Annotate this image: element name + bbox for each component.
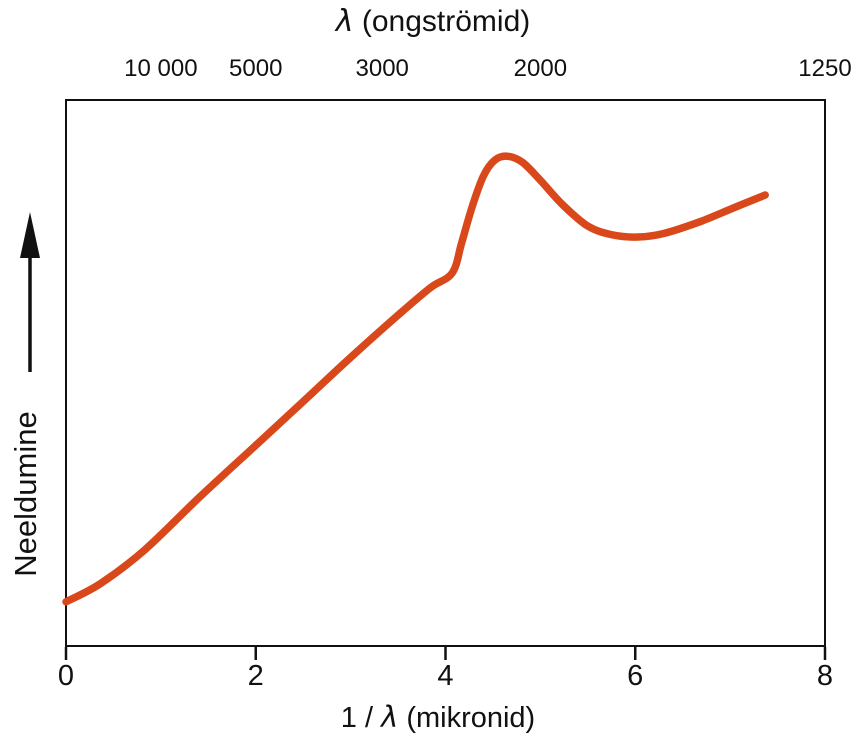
x-axis-tick-label: 2 xyxy=(247,660,264,692)
top-axis-title: λ (ongströmid) xyxy=(336,4,530,40)
x-axis-tick-marks xyxy=(64,647,827,660)
y-axis-arrow-icon xyxy=(20,212,40,372)
top-axis-tick-label: 5000 xyxy=(229,55,283,82)
x-axis-title-text: (mikronid) xyxy=(398,702,536,734)
top-axis-tick-label: 3000 xyxy=(355,55,409,82)
absorption-curve-line xyxy=(62,152,769,606)
x-axis-tick-label: 6 xyxy=(627,660,644,692)
top-axis-title-text: (ongströmid) xyxy=(353,5,531,38)
lambda-symbol: λ xyxy=(335,4,354,39)
lambda-symbol: λ xyxy=(381,700,399,734)
x-axis-tick-label: 0 xyxy=(57,660,75,692)
x-axis-title: 1 / λ (mikronid) xyxy=(341,699,535,736)
top-axis-tick-label: 1250 xyxy=(798,55,852,82)
top-axis-tick-label: 2000 xyxy=(513,55,568,82)
plot-frame xyxy=(65,99,826,647)
x-axis-tick-label: 8 xyxy=(816,660,834,692)
top-axis-tick-label: 10 000 xyxy=(124,55,198,82)
x-axis-title-prefix: 1 / xyxy=(340,702,382,734)
y-axis-label: Neeldumine xyxy=(8,411,43,577)
x-axis-tick-label: 4 xyxy=(437,660,454,692)
